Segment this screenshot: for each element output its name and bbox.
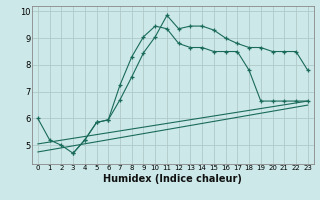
X-axis label: Humidex (Indice chaleur): Humidex (Indice chaleur) [103,174,242,184]
